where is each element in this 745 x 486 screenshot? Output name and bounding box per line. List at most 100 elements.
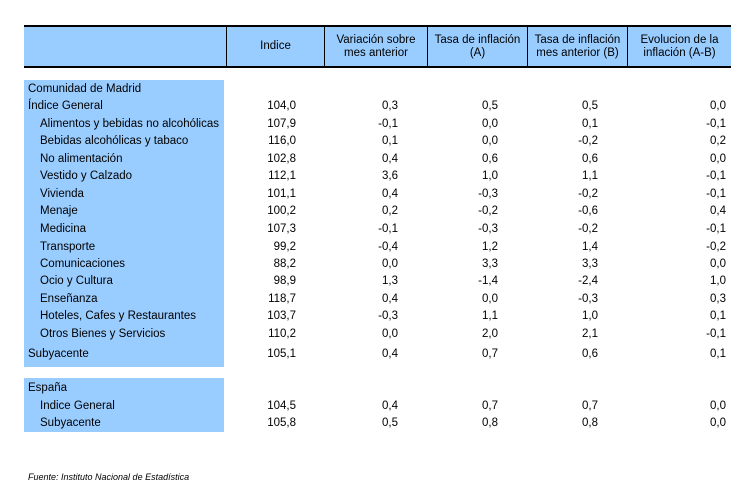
row-value: 118,7 — [268, 293, 296, 305]
row-label: Menaje — [40, 205, 78, 217]
row-value: 1,0 — [582, 310, 598, 322]
row-value: 0,4 — [710, 205, 726, 217]
row-value: 0,5 — [382, 417, 398, 429]
table-row: No alimentación 102,8 0,4 0,6 0,6 0,0 — [0, 151, 745, 168]
row-value: 0,4 — [382, 188, 398, 200]
row-value: 0,7 — [482, 400, 498, 412]
table-row: Alimentos y bebidas no alcohólicas 107,9 -… — [0, 116, 745, 133]
espana-label-column — [24, 378, 224, 432]
row-value: 107,3 — [267, 223, 296, 235]
row-value: 101,1 — [267, 188, 296, 200]
row-value: 105,8 — [267, 417, 296, 429]
table-row: Hoteles, Cafes y Restaurantes 103,7 -0,3 1,… — [0, 308, 745, 325]
row-label: Ocio y Cultura — [40, 275, 113, 287]
row-value: -0,1 — [706, 328, 726, 340]
row-value: -0,2 — [578, 188, 598, 200]
row-value: 0,6 — [582, 153, 598, 165]
row-label: Vivienda — [40, 188, 84, 200]
row-value: 1,0 — [482, 170, 498, 182]
row-value: 104,5 — [267, 400, 296, 412]
row-value: -0,3 — [478, 188, 498, 200]
row-value: 0,3 — [382, 100, 398, 112]
row-value: 0,0 — [710, 258, 726, 270]
row-value: 0,4 — [382, 348, 398, 360]
row-value: 0,5 — [582, 100, 598, 112]
row-value: -0,2 — [478, 205, 498, 217]
table-row: Subyacente 105,8 0,5 0,8 0,8 0,0 — [0, 415, 745, 432]
header-indice: Indice — [226, 27, 324, 66]
row-value: 0,0 — [710, 100, 726, 112]
row-value: 0,0 — [482, 293, 498, 305]
row-value: 98,9 — [273, 275, 296, 287]
row-value: -0,3 — [378, 310, 398, 322]
row-value: -0,1 — [378, 118, 398, 130]
row-value: 0,1 — [710, 310, 726, 322]
row-value: 2,1 — [582, 328, 598, 340]
row-label: Enseñanza — [40, 293, 98, 305]
row-value: 3,3 — [582, 258, 598, 270]
row-label: Subyacente — [28, 348, 89, 360]
header-tasa-anterior: Tasa de inflación mes anterior (B) — [527, 27, 627, 66]
row-value: 0,0 — [710, 153, 726, 165]
row-value: -0,2 — [578, 135, 598, 147]
row-value: 0,1 — [710, 348, 726, 360]
row-value: -0,6 — [578, 205, 598, 217]
row-value: -0,1 — [706, 170, 726, 182]
row-value: 103,7 — [267, 310, 296, 322]
table-row: Vestido y Calzado 112,1 3,6 1,0 1,1 -0,1 — [0, 168, 745, 185]
row-value: 0,5 — [482, 100, 498, 112]
row-value: 0,3 — [710, 293, 726, 305]
row-label: Subyacente — [40, 417, 101, 429]
row-value: 0,4 — [382, 400, 398, 412]
row-value: 0,6 — [482, 153, 498, 165]
row-value: 0,1 — [382, 135, 398, 147]
row-value: 0,6 — [582, 348, 598, 360]
row-label: Índice General — [28, 100, 103, 112]
row-value: 2,0 — [482, 328, 498, 340]
row-value: 112,1 — [268, 170, 296, 182]
row-value: 0,1 — [582, 118, 598, 130]
row-value: 100,2 — [267, 205, 296, 217]
row-value: 104,0 — [267, 100, 296, 112]
table-row: Ocio y Cultura 98,9 1,3 -1,4 -2,4 1,0 — [0, 273, 745, 290]
table-row: Enseñanza 118,7 0,4 0,0 -0,3 0,3 — [0, 291, 745, 308]
section-title: España — [28, 382, 68, 394]
row-label: Otros Bienes y Servicios — [40, 328, 166, 340]
row-value: 0,4 — [382, 293, 398, 305]
table-row: Subyacente 105,1 0,4 0,7 0,6 0,1 — [0, 346, 745, 363]
table-row: Bebidas alcohólicas y tabaco 116,0 0,1 0,0 -… — [0, 133, 745, 150]
row-value: 105,1 — [267, 348, 296, 360]
row-value: 0,0 — [710, 417, 726, 429]
row-value: 1,1 — [482, 310, 498, 322]
row-value: 0,0 — [382, 328, 398, 340]
row-value: -2,4 — [578, 275, 598, 287]
table-row: Indice General 104,5 0,4 0,7 0,7 0,0 — [0, 398, 745, 415]
row-value: 1,4 — [582, 241, 598, 253]
row-label: Bebidas alcohólicas y tabaco — [40, 135, 189, 147]
row-value: 102,8 — [267, 153, 296, 165]
row-value: 99,2 — [273, 241, 296, 253]
row-value: 0,0 — [482, 135, 498, 147]
source-note: Fuente: Instituto Nacional de Estadístic… — [28, 472, 190, 482]
row-label: Vestido y Calzado — [40, 170, 133, 182]
table-row: Índice General 104,0 0,3 0,5 0,5 0,0 — [0, 98, 745, 115]
row-value: 110,2 — [268, 328, 296, 340]
row-value: 3,3 — [482, 258, 498, 270]
madrid-label-column — [24, 80, 224, 367]
row-value: 1,3 — [382, 275, 398, 287]
row-label: Transporte — [40, 241, 96, 253]
header-tasa: Tasa de inflación (A) — [427, 27, 527, 66]
row-value: 116,0 — [268, 135, 296, 147]
row-value: -0,1 — [706, 118, 726, 130]
row-value: 0,0 — [710, 400, 726, 412]
row-value: 107,9 — [267, 118, 296, 130]
row-value: -0,1 — [378, 223, 398, 235]
row-value: 1,2 — [482, 241, 498, 253]
row-value: -0,3 — [578, 293, 598, 305]
row-value: -1,4 — [478, 275, 498, 287]
table-row: Otros Bienes y Servicios 110,2 0,0 2,0 2,1 -0… — [0, 326, 745, 343]
row-value: 0,7 — [582, 400, 598, 412]
table-row: Medicina 107,3 -0,1 -0,3 -0,2 -0,1 — [0, 221, 745, 238]
row-value: -0,4 — [378, 241, 398, 253]
row-value: -0,2 — [706, 241, 726, 253]
